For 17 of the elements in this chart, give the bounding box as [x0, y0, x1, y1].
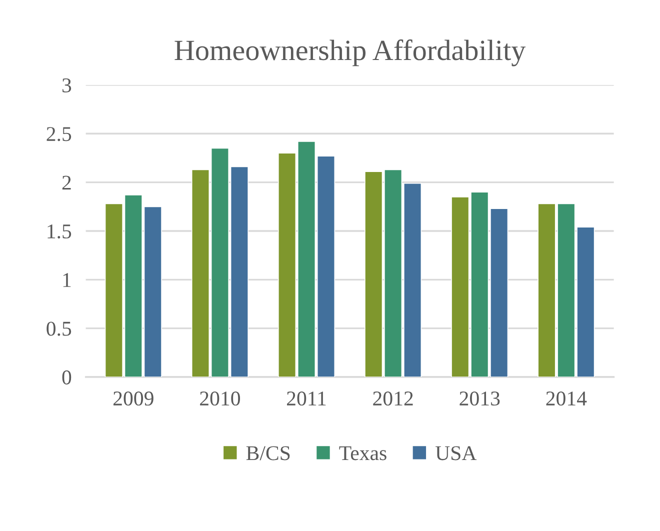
- x-tick-label: 2010: [200, 392, 240, 406]
- legend-label: B/CS: [246, 446, 290, 460]
- y-tick-label: 1.5: [48, 224, 72, 239]
- y-tick-label: 0.5: [46, 322, 72, 336]
- y-tick-label: 1: [63, 273, 71, 287]
- y-tick-label: 3: [62, 78, 72, 92]
- legend-label: USA: [436, 446, 477, 460]
- y-tick-label: 2.5: [46, 127, 72, 142]
- y-tick-label: 2: [62, 176, 71, 190]
- x-tick-label: 2014: [546, 392, 587, 406]
- chart-title: Homeownership Affordability: [174, 39, 526, 66]
- x-tick-label: 2013: [460, 392, 500, 406]
- x-tick-label: 2012: [373, 392, 413, 406]
- legend-label: Texas: [339, 446, 386, 460]
- y-tick-label: 0: [62, 370, 72, 384]
- x-tick-label: 2009: [113, 392, 154, 406]
- x-tick-label: 2011: [286, 392, 326, 406]
